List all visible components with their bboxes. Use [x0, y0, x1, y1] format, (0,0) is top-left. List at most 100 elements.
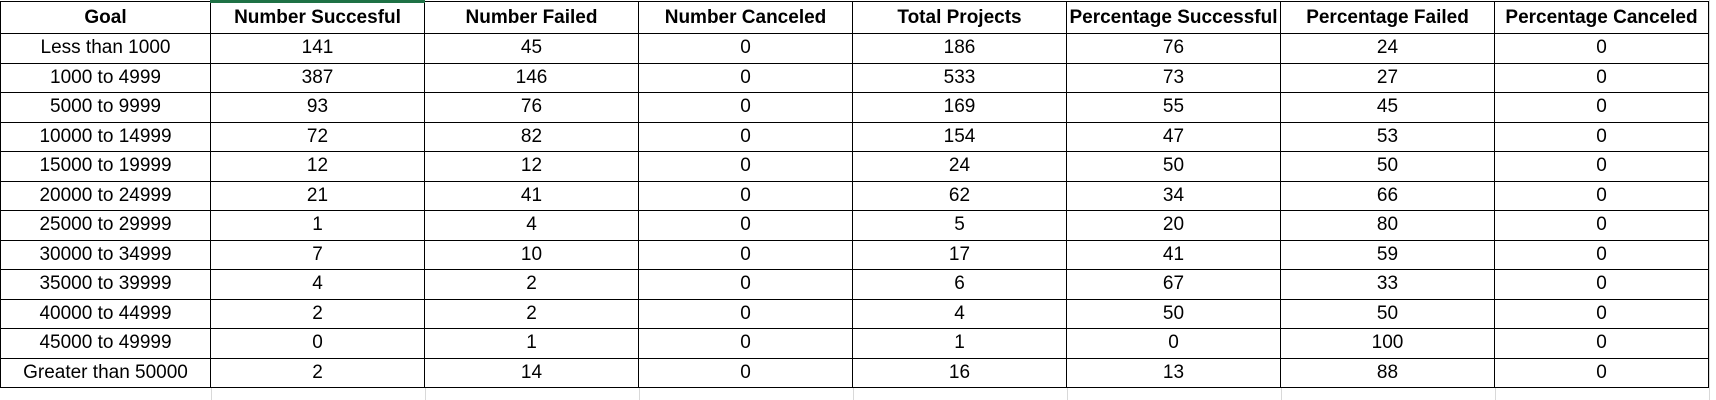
cell-percentage-canceled[interactable]: 0: [1494, 121, 1709, 152]
cell-goal[interactable]: Greater than 50000: [0, 357, 211, 388]
cell-percentage-canceled[interactable]: 0: [1494, 328, 1709, 359]
cell-goal[interactable]: 25000 to 29999: [0, 210, 211, 241]
cell-percentage-successful[interactable]: 34: [1066, 180, 1281, 211]
cell-percentage-canceled[interactable]: 0: [1494, 269, 1709, 300]
cell-total-projects[interactable]: 4: [852, 298, 1067, 329]
cell-percentage-successful[interactable]: 50: [1066, 298, 1281, 329]
header-percentage-successful[interactable]: Percentage Successful: [1066, 1, 1281, 34]
cell-number-canceled[interactable]: 0: [638, 62, 853, 93]
cell-number-canceled[interactable]: 0: [638, 121, 853, 152]
cell-percentage-canceled[interactable]: 0: [1494, 210, 1709, 241]
cell-percentage-failed[interactable]: 45: [1280, 92, 1495, 123]
cell-goal[interactable]: 30000 to 34999: [0, 239, 211, 270]
cell-percentage-successful[interactable]: 50: [1066, 151, 1281, 182]
cell-goal[interactable]: 35000 to 39999: [0, 269, 211, 300]
cell-percentage-failed[interactable]: 50: [1280, 298, 1495, 329]
cell-goal[interactable]: 5000 to 9999: [0, 92, 211, 123]
cell-percentage-canceled[interactable]: 0: [1494, 151, 1709, 182]
cell-total-projects[interactable]: 169: [852, 92, 1067, 123]
cell-number-canceled[interactable]: 0: [638, 92, 853, 123]
cell-number-successful[interactable]: 72: [210, 121, 425, 152]
cell-total-projects[interactable]: 154: [852, 121, 1067, 152]
cell-total-projects[interactable]: 16: [852, 357, 1067, 388]
cell-total-projects[interactable]: 186: [852, 33, 1067, 64]
cell-goal[interactable]: 1000 to 4999: [0, 62, 211, 93]
cell-total-projects[interactable]: 1: [852, 328, 1067, 359]
cell-number-successful[interactable]: 7: [210, 239, 425, 270]
cell-number-failed[interactable]: 146: [424, 62, 639, 93]
cell-percentage-failed[interactable]: 59: [1280, 239, 1495, 270]
cell-number-failed[interactable]: 10: [424, 239, 639, 270]
header-number-failed[interactable]: Number Failed: [424, 1, 639, 34]
cell-number-canceled[interactable]: 0: [638, 180, 853, 211]
cell-percentage-successful[interactable]: 13: [1066, 357, 1281, 388]
header-number-successful[interactable]: Number Succesful: [210, 0, 425, 34]
cell-percentage-failed[interactable]: 33: [1280, 269, 1495, 300]
cell-total-projects[interactable]: 533: [852, 62, 1067, 93]
cell-percentage-failed[interactable]: 24: [1280, 33, 1495, 64]
cell-percentage-failed[interactable]: 66: [1280, 180, 1495, 211]
cell-percentage-successful[interactable]: 67: [1066, 269, 1281, 300]
cell-number-failed[interactable]: 2: [424, 269, 639, 300]
cell-number-canceled[interactable]: 0: [638, 239, 853, 270]
cell-goal[interactable]: 40000 to 44999: [0, 298, 211, 329]
cell-percentage-canceled[interactable]: 0: [1494, 62, 1709, 93]
cell-total-projects[interactable]: 6: [852, 269, 1067, 300]
cell-goal[interactable]: 45000 to 49999: [0, 328, 211, 359]
cell-number-canceled[interactable]: 0: [638, 33, 853, 64]
cell-percentage-canceled[interactable]: 0: [1494, 180, 1709, 211]
cell-number-failed[interactable]: 4: [424, 210, 639, 241]
cell-percentage-canceled[interactable]: 0: [1494, 33, 1709, 64]
cell-percentage-successful[interactable]: 41: [1066, 239, 1281, 270]
cell-number-successful[interactable]: 141: [210, 33, 425, 64]
cell-percentage-failed[interactable]: 53: [1280, 121, 1495, 152]
cell-number-canceled[interactable]: 0: [638, 328, 853, 359]
cell-number-successful[interactable]: 1: [210, 210, 425, 241]
cell-number-canceled[interactable]: 0: [638, 151, 853, 182]
cell-percentage-successful[interactable]: 47: [1066, 121, 1281, 152]
cell-total-projects[interactable]: 17: [852, 239, 1067, 270]
cell-number-failed[interactable]: 12: [424, 151, 639, 182]
cell-number-successful[interactable]: 4: [210, 269, 425, 300]
cell-percentage-failed[interactable]: 50: [1280, 151, 1495, 182]
cell-number-failed[interactable]: 1: [424, 328, 639, 359]
cell-number-successful[interactable]: 0: [210, 328, 425, 359]
cell-number-successful[interactable]: 387: [210, 62, 425, 93]
header-total-projects[interactable]: Total Projects: [852, 1, 1067, 34]
cell-percentage-canceled[interactable]: 0: [1494, 92, 1709, 123]
cell-number-failed[interactable]: 76: [424, 92, 639, 123]
cell-percentage-canceled[interactable]: 0: [1494, 298, 1709, 329]
header-goal[interactable]: Goal: [0, 1, 211, 34]
cell-total-projects[interactable]: 5: [852, 210, 1067, 241]
cell-number-failed[interactable]: 41: [424, 180, 639, 211]
cell-goal[interactable]: 20000 to 24999: [0, 180, 211, 211]
cell-percentage-successful[interactable]: 73: [1066, 62, 1281, 93]
cell-goal[interactable]: 15000 to 19999: [0, 151, 211, 182]
cell-number-successful[interactable]: 93: [210, 92, 425, 123]
header-percentage-failed[interactable]: Percentage Failed: [1280, 1, 1495, 34]
cell-goal[interactable]: 10000 to 14999: [0, 121, 211, 152]
cell-percentage-failed[interactable]: 100: [1280, 328, 1495, 359]
cell-number-failed[interactable]: 14: [424, 357, 639, 388]
cell-number-canceled[interactable]: 0: [638, 357, 853, 388]
cell-percentage-failed[interactable]: 27: [1280, 62, 1495, 93]
cell-percentage-successful[interactable]: 0: [1066, 328, 1281, 359]
cell-percentage-successful[interactable]: 20: [1066, 210, 1281, 241]
cell-percentage-failed[interactable]: 80: [1280, 210, 1495, 241]
cell-goal[interactable]: Less than 1000: [0, 33, 211, 64]
cell-percentage-failed[interactable]: 88: [1280, 357, 1495, 388]
empty-grid-area[interactable]: [0, 392, 1716, 400]
cell-total-projects[interactable]: 24: [852, 151, 1067, 182]
header-number-canceled[interactable]: Number Canceled: [638, 1, 853, 34]
cell-number-canceled[interactable]: 0: [638, 269, 853, 300]
cell-number-successful[interactable]: 2: [210, 298, 425, 329]
cell-number-successful[interactable]: 2: [210, 357, 425, 388]
cell-number-failed[interactable]: 45: [424, 33, 639, 64]
cell-number-successful[interactable]: 21: [210, 180, 425, 211]
cell-percentage-canceled[interactable]: 0: [1494, 239, 1709, 270]
cell-percentage-canceled[interactable]: 0: [1494, 357, 1709, 388]
cell-number-canceled[interactable]: 0: [638, 210, 853, 241]
cell-total-projects[interactable]: 62: [852, 180, 1067, 211]
cell-number-failed[interactable]: 2: [424, 298, 639, 329]
cell-number-successful[interactable]: 12: [210, 151, 425, 182]
